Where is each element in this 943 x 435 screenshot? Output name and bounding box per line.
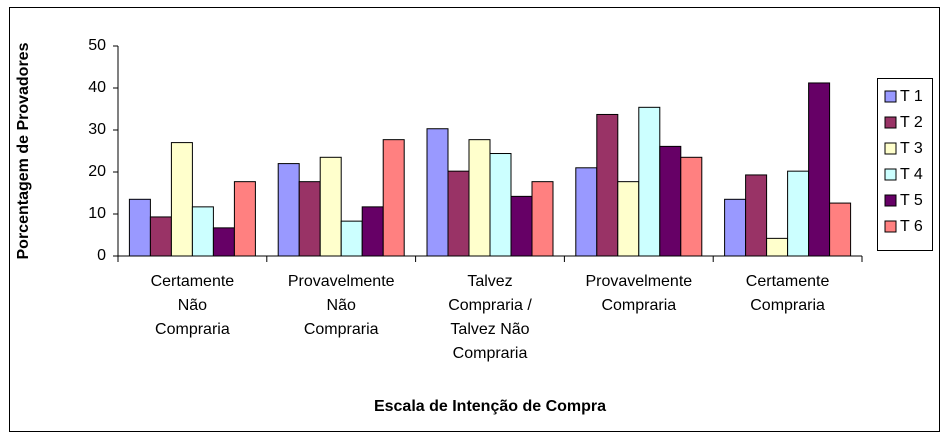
- x-tick-label: Compraria: [304, 321, 379, 338]
- x-tick-label: Certamente: [746, 273, 830, 290]
- y-tick-label: 50: [88, 37, 106, 54]
- bar: [745, 174, 768, 257]
- bar: [468, 139, 491, 257]
- y-tick-label: 40: [88, 79, 106, 96]
- bar: [596, 113, 619, 257]
- x-tick-label: Certamente: [151, 273, 235, 290]
- y-tick-label: 20: [88, 163, 106, 180]
- bar: [170, 142, 193, 257]
- y-axis-label: Porcentagem de Provadores: [15, 42, 32, 259]
- x-tick-label: Não: [178, 297, 207, 314]
- x-tick-label: Não: [327, 297, 356, 314]
- x-tick-label: Provavelmente: [288, 273, 395, 290]
- legend-label: T 2: [900, 114, 923, 131]
- bar: [382, 139, 405, 257]
- y-tick-label: 30: [88, 121, 106, 138]
- x-tick-label: Talvez: [467, 273, 512, 290]
- x-tick-label: Compraria /: [448, 297, 532, 314]
- bar: [510, 195, 533, 257]
- x-tick-label: Compraria: [601, 297, 676, 314]
- bar: [191, 206, 214, 257]
- bar: [426, 128, 449, 257]
- bar: [680, 156, 703, 257]
- legend-swatch: [884, 142, 897, 155]
- legend-swatch: [884, 220, 897, 233]
- bar: [447, 170, 470, 257]
- legend-label: T 1: [900, 88, 923, 105]
- bar: [489, 153, 512, 257]
- y-tick-label: 0: [97, 247, 106, 264]
- legend-label: T 5: [900, 192, 923, 209]
- legend-swatch: [884, 116, 897, 129]
- bar: [808, 82, 831, 257]
- bar: [277, 163, 300, 257]
- bar: [724, 198, 747, 257]
- legend-label: T 3: [900, 140, 923, 157]
- bar: [787, 170, 810, 257]
- bar: [829, 202, 852, 257]
- legend-swatch: [884, 168, 897, 181]
- bar: [361, 206, 384, 257]
- bar: [531, 181, 554, 257]
- legend-label: T 6: [900, 218, 923, 235]
- bar: [766, 237, 789, 257]
- bar: [319, 156, 342, 257]
- y-tick-label: 10: [88, 205, 106, 222]
- x-axis-label: Escala de Intenção de Compra: [374, 398, 606, 415]
- x-tick-label: Compraria: [453, 345, 528, 362]
- bar: [575, 167, 598, 257]
- bar: [617, 181, 640, 257]
- bar: [298, 181, 321, 257]
- bar: [233, 181, 256, 257]
- legend-label: T 4: [900, 166, 923, 183]
- legend-swatch: [884, 194, 897, 207]
- bar: [149, 216, 172, 257]
- bar: [638, 106, 661, 257]
- x-tick-label: Compraria: [750, 297, 825, 314]
- bar: [128, 198, 151, 257]
- bar: [659, 145, 682, 257]
- x-tick-label: Provavelmente: [585, 273, 692, 290]
- bar: [340, 220, 363, 257]
- x-tick-label: Talvez Não: [450, 321, 529, 338]
- x-tick-label: Compraria: [155, 321, 230, 338]
- legend-swatch: [884, 90, 897, 103]
- bar: [212, 227, 235, 257]
